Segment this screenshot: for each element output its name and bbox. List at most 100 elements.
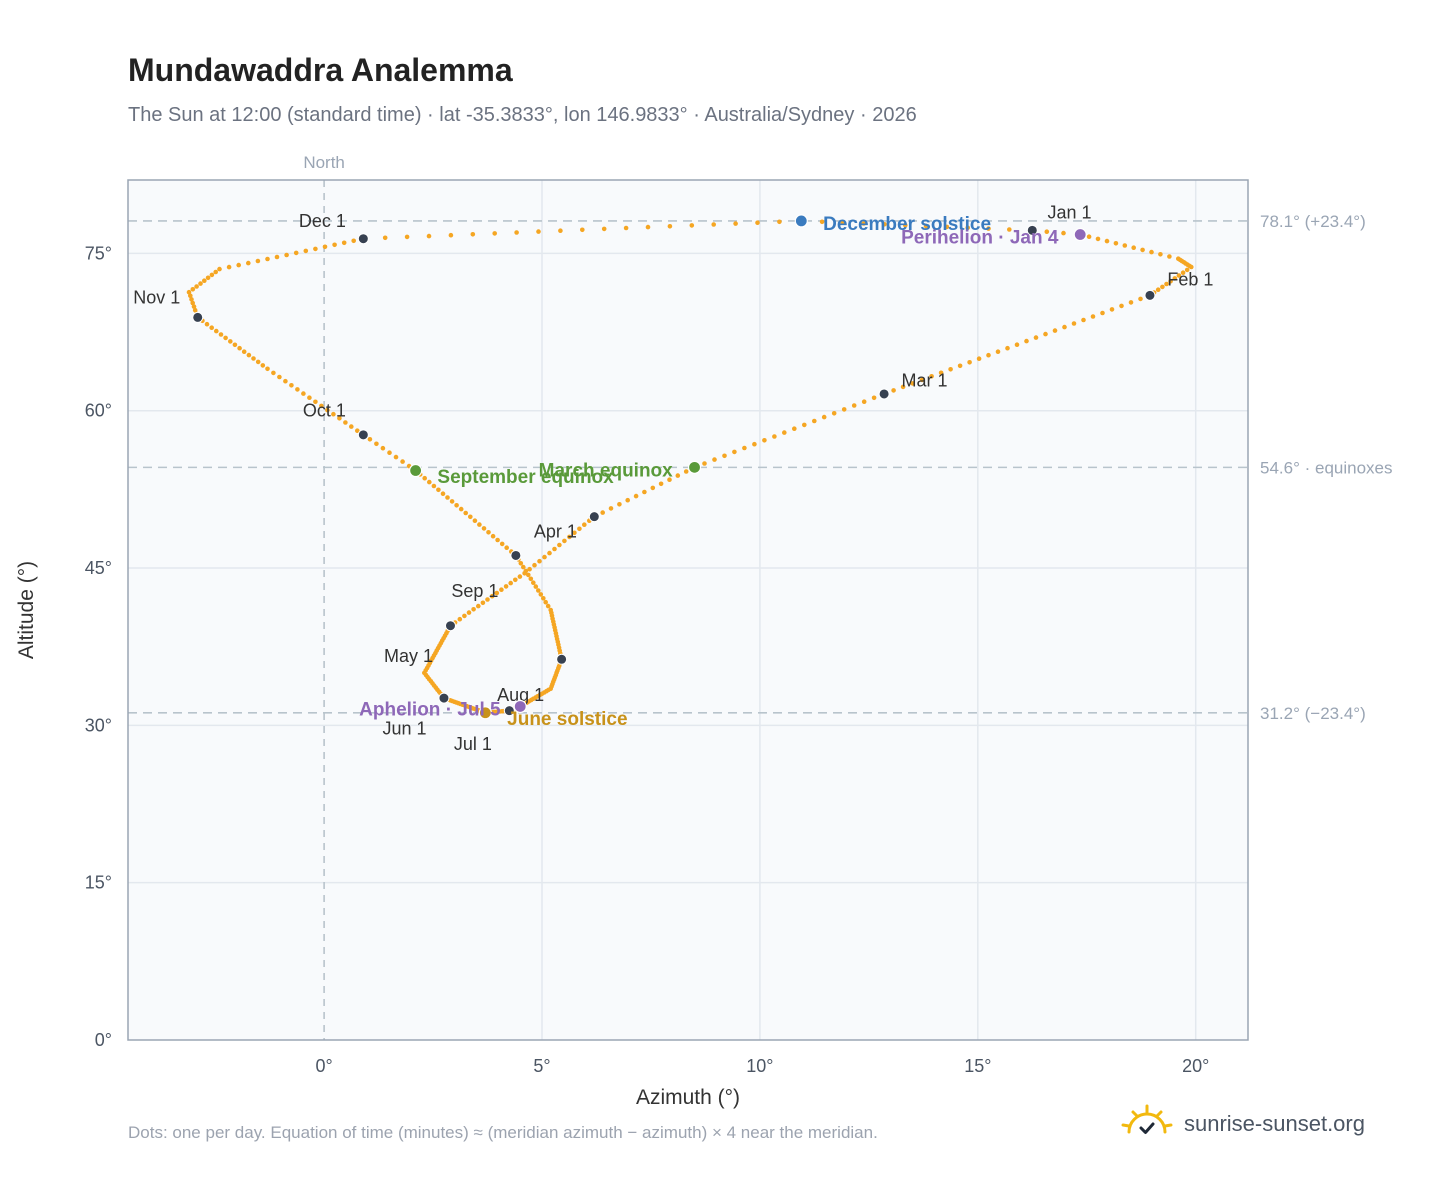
month-marker-dot <box>556 653 568 665</box>
daily-sun-dot <box>476 603 481 609</box>
x-tick-label: 0° <box>315 1056 332 1076</box>
y-axis-label: Altitude (°) <box>15 561 38 659</box>
daily-sun-dot <box>422 475 428 481</box>
daily-sun-dot <box>531 580 536 585</box>
x-tick-label: 20° <box>1182 1056 1209 1076</box>
daily-sun-dot <box>1095 236 1101 242</box>
daily-sun-dot <box>732 449 737 455</box>
daily-sun-dot <box>965 225 970 231</box>
daily-sun-dot <box>265 366 270 372</box>
brand-name: sunrise-sunset.org <box>1184 1111 1365 1136</box>
daily-sun-dot <box>536 229 541 234</box>
daily-sun-dot <box>189 297 194 302</box>
daily-sun-dot <box>1189 264 1194 270</box>
daily-sun-dot <box>689 223 695 228</box>
month-marker-dot <box>444 620 456 632</box>
daily-sun-dot <box>427 479 432 485</box>
daily-sun-dot <box>265 256 270 262</box>
daily-sun-dot <box>582 522 587 527</box>
daily-sun-dot <box>289 383 294 388</box>
daily-sun-dot <box>755 220 760 225</box>
daily-sun-dot <box>471 607 476 612</box>
daily-sun-dot <box>762 438 767 443</box>
daily-sun-dot <box>777 219 782 225</box>
month-marker-dot <box>503 705 515 717</box>
daily-sun-dot <box>802 422 807 428</box>
daily-sun-dot <box>617 502 622 507</box>
daily-sun-dot <box>1043 331 1048 337</box>
daily-sun-dot <box>526 572 531 578</box>
daily-sun-dot <box>1061 230 1066 236</box>
daily-sun-dot <box>957 363 963 369</box>
daily-sun-dot <box>772 434 777 439</box>
daily-sun-dot <box>205 275 211 281</box>
daily-sun-dot <box>202 278 207 284</box>
daily-sun-dot <box>228 339 233 344</box>
daily-sun-dot <box>518 561 524 566</box>
daily-sun-dot <box>1158 252 1163 257</box>
month-marker-label: Nov 1 <box>133 287 180 307</box>
daily-sun-dot <box>1119 303 1124 309</box>
daily-sun-dot <box>841 407 847 412</box>
daily-sun-dot <box>891 388 896 393</box>
month-marker-label: Oct 1 <box>303 401 346 421</box>
daily-sun-dot <box>472 518 478 523</box>
y-tick-label: 15° <box>85 873 112 893</box>
daily-sun-dot <box>190 300 195 306</box>
daily-sun-dot <box>400 459 405 464</box>
chart-title: Mundawaddra Analemma <box>128 52 513 88</box>
daily-sun-dot <box>625 497 630 503</box>
daily-sun-dot <box>722 453 727 459</box>
sun-check-icon <box>1120 1102 1174 1147</box>
y-tick-label: 75° <box>85 243 112 263</box>
x-tick-label: 15° <box>964 1056 991 1076</box>
daily-sun-dot <box>986 226 991 231</box>
daily-sun-dot <box>349 424 354 429</box>
daily-sun-dot <box>577 526 582 532</box>
daily-sun-dot <box>283 378 288 384</box>
axis-ticks: 0° 5° 10° 15° 20° 0° 15° 30° 45° 60° 75° <box>85 243 1210 1076</box>
event-marker-dot <box>409 463 423 478</box>
daily-sun-dot <box>374 441 379 447</box>
daily-sun-dot <box>477 522 482 527</box>
daily-sun-dot <box>470 232 476 237</box>
daily-sun-dot <box>543 599 548 605</box>
month-marker-label: May 1 <box>384 646 433 666</box>
daily-sun-dot <box>260 363 266 368</box>
daily-sun-dot <box>871 395 877 401</box>
daily-sun-dot <box>440 491 446 497</box>
daily-sun-dot <box>313 246 318 252</box>
daily-sun-dot <box>495 537 500 543</box>
daily-sun-dot <box>645 224 651 230</box>
daily-sun-dot <box>466 610 472 615</box>
daily-sun-dot <box>861 221 866 226</box>
daily-sun-dot <box>380 445 386 451</box>
daily-sun-dot <box>343 420 348 425</box>
daily-sun-dot <box>209 272 215 278</box>
daily-sun-dot <box>332 242 337 248</box>
daily-sun-dot <box>1164 281 1169 287</box>
daily-sun-dot <box>331 411 336 417</box>
daily-sun-dot <box>1131 245 1136 250</box>
daily-sun-dot <box>198 281 203 286</box>
daily-sun-dot <box>246 260 251 266</box>
month-marker-label: Aug 1 <box>497 685 544 705</box>
daily-sun-dot <box>341 240 347 246</box>
y-tick-label: 45° <box>85 558 112 578</box>
daily-sun-dot <box>1149 249 1154 255</box>
daily-sun-dot <box>431 483 437 489</box>
brand[interactable]: sunrise-sunset.org <box>1120 1100 1365 1148</box>
event-marker-label: Perihelion · Jan 4 <box>901 228 1059 249</box>
event-marker-dot <box>513 699 527 714</box>
y-tick-label: 0° <box>95 1030 112 1050</box>
daily-sun-dot <box>523 568 529 574</box>
y-tick-label: 60° <box>85 401 112 421</box>
month-marker-label: Jul 1 <box>454 734 492 754</box>
plot-frame <box>127 179 1249 1041</box>
daily-sun-dot <box>190 287 196 292</box>
month-marker-dot <box>510 549 522 561</box>
daily-sun-dot <box>214 328 219 334</box>
daily-sun-dot <box>967 360 972 365</box>
daily-sun-dot <box>355 428 360 434</box>
footnote: Dots: one per day. Equation of time (min… <box>128 1123 878 1142</box>
